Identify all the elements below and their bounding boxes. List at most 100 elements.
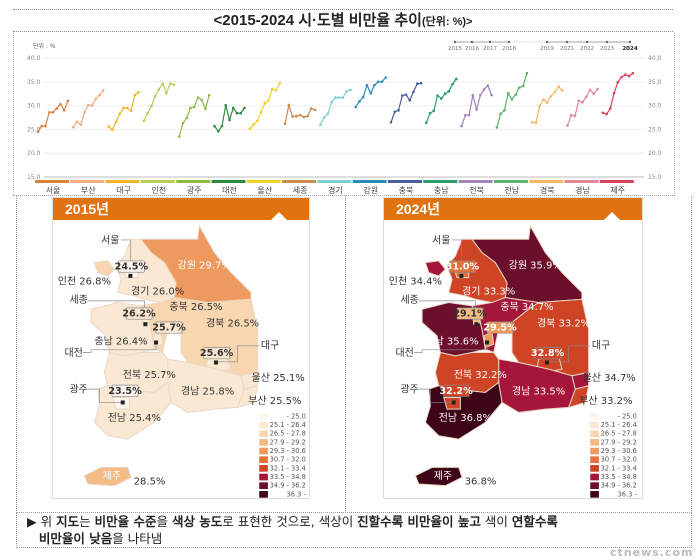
data-point <box>79 123 83 126</box>
leader-line <box>418 388 454 403</box>
value-callout-box <box>125 307 153 320</box>
data-point <box>479 93 482 97</box>
city-marker <box>485 340 490 345</box>
data-point <box>373 83 376 87</box>
data-point <box>428 111 432 115</box>
region-name: 광주 <box>400 383 418 395</box>
region-label: 인천 34.4% <box>389 276 442 288</box>
data-point <box>291 115 294 118</box>
legend-swatch <box>590 465 599 472</box>
x-tick-label: 대전 <box>222 185 237 195</box>
data-point <box>451 82 454 86</box>
callout-value: 29.1% <box>453 309 487 320</box>
value-callout-box <box>534 347 561 360</box>
data-point <box>66 99 70 103</box>
year-legend-label: 2021 <box>560 46 574 52</box>
data-point <box>157 88 161 91</box>
leader-line <box>87 300 145 308</box>
region-label: 경남 25.8% <box>181 384 234 397</box>
data-point <box>538 104 541 108</box>
data-point <box>133 93 137 97</box>
legend-swatch <box>590 456 599 464</box>
data-point <box>482 88 486 91</box>
data-point <box>51 110 55 114</box>
x-tick-label: 제주 <box>610 186 625 195</box>
legend-label: 30.7 - 32.0 <box>601 456 637 464</box>
data-point <box>181 121 185 125</box>
data-point <box>83 110 86 114</box>
data-point <box>90 104 94 107</box>
x-tick-label: 서울 <box>46 186 61 195</box>
data-point <box>252 123 255 126</box>
legend-swatch <box>590 430 599 438</box>
legend-swatch <box>590 439 599 446</box>
data-point <box>168 82 172 86</box>
region-color-bar <box>352 180 387 183</box>
series-line-대전 <box>214 104 245 133</box>
region-경기 <box>446 238 508 304</box>
data-point <box>443 92 447 95</box>
data-point <box>87 103 90 107</box>
year-legend-dot <box>565 40 569 44</box>
data-point <box>72 125 75 129</box>
region-name: 대전 <box>64 347 82 359</box>
data-point <box>278 81 282 85</box>
watermark-logo: ctnews.com <box>610 546 694 559</box>
x-tick-label: 경기 <box>328 185 343 195</box>
data-point <box>569 113 573 117</box>
data-point <box>111 128 114 132</box>
data-point <box>126 106 129 110</box>
data-point <box>471 93 475 97</box>
leader-line <box>82 342 157 353</box>
korea-choropleth-map: 서울 24.5% 인천 26.8% 경기 26.0% 강원 29.7% 세종 26.2% 충북… <box>58 224 306 498</box>
data-point <box>248 127 252 131</box>
data-point <box>393 110 397 114</box>
legend-label: 34.9 - 36.2 <box>601 482 637 490</box>
legend-swatch <box>259 439 268 446</box>
region-label: 울산 34.7% <box>583 372 636 384</box>
data-point <box>44 124 47 128</box>
series-line-경기 <box>319 89 351 125</box>
map-2024: 2024년 서울 31.0% 인천 34.4% 경기 33.3% 강원 35.9% 세종 2… <box>383 197 643 499</box>
city-marker <box>544 360 549 365</box>
value-callout-box <box>155 321 183 334</box>
y-tick-label-right: 25.0 <box>648 126 662 133</box>
data-point <box>490 93 493 97</box>
city-marker <box>459 273 464 278</box>
data-point <box>150 104 153 108</box>
note-text: 비만율이 낮음 <box>38 531 113 546</box>
legend-swatch <box>259 430 268 438</box>
legend-label: - 25.0 <box>287 412 306 420</box>
data-point <box>255 119 259 123</box>
header-notch <box>271 212 287 220</box>
region-제주 <box>83 466 132 487</box>
region-color-bar <box>282 180 317 183</box>
legend-label: 32.1 - 33.4 <box>601 464 637 472</box>
x-tick-label: 강원 <box>363 185 378 195</box>
leader-line <box>215 345 260 363</box>
region-color-bar <box>564 180 599 183</box>
data-point <box>310 107 313 110</box>
value-callout-box <box>203 347 230 360</box>
region-label: 울산 25.1% <box>252 372 305 384</box>
legend-swatch <box>590 491 599 498</box>
data-point <box>349 88 352 92</box>
data-point <box>334 96 337 99</box>
data-point <box>55 107 59 110</box>
region-label: 부산 33.2% <box>579 395 632 407</box>
region-name: 서울 <box>101 234 119 246</box>
data-point <box>596 87 599 91</box>
data-point <box>62 109 66 112</box>
data-point <box>231 106 235 110</box>
data-point <box>204 107 207 111</box>
data-point <box>455 77 458 81</box>
x-tick-label: 부산 <box>81 185 96 195</box>
value-callout-box <box>442 384 470 397</box>
region-label: 충북 34.7% <box>500 301 553 313</box>
region-label: 인천 26.8% <box>58 276 111 288</box>
legend-label: 36.3 - <box>618 490 638 498</box>
year-legend-label: 2017 <box>483 46 497 52</box>
year-legend-dot <box>507 40 511 44</box>
year-legend-label: 2016 <box>465 46 479 52</box>
note-text: 위 <box>40 514 57 529</box>
